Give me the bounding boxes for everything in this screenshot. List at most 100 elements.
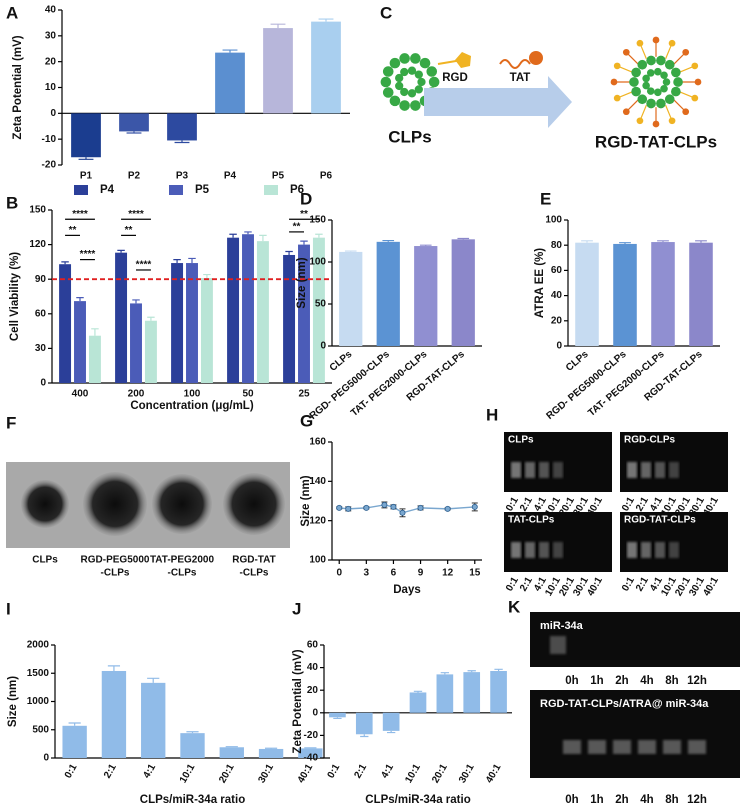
error-bar xyxy=(203,273,211,279)
bar xyxy=(115,252,128,383)
time-label: 1h xyxy=(590,794,603,806)
y-axis-label: Cell Viability (%) xyxy=(9,252,21,341)
bar xyxy=(329,712,346,718)
time-label: 0h xyxy=(565,794,578,806)
y-tick-label: 80 xyxy=(551,240,563,251)
ligand-head xyxy=(610,78,618,86)
time-label: 0h xyxy=(565,675,578,687)
y-tick-label: -40 xyxy=(304,753,319,764)
lane-label: 40:1 xyxy=(701,575,721,598)
y-axis-label: Size (nm) xyxy=(296,257,308,308)
time-label: 1h xyxy=(590,675,603,687)
bar xyxy=(171,263,184,383)
gel-band xyxy=(553,462,563,478)
error-bar xyxy=(333,717,342,720)
y-tick-label: 40 xyxy=(45,5,57,16)
x-tick-label: P6 xyxy=(320,171,333,182)
lane-label: 2:1 xyxy=(634,495,651,513)
gel-band xyxy=(511,542,521,558)
error-bar xyxy=(244,231,252,235)
lipid-inner xyxy=(414,85,423,94)
x-tick-label: 400 xyxy=(72,389,89,400)
panel-letter: I xyxy=(6,599,11,618)
lipid-outer xyxy=(426,66,438,77)
bar xyxy=(180,733,205,758)
bar xyxy=(227,237,240,383)
gel-band xyxy=(553,542,563,558)
gel-label: TAT-CLPs xyxy=(508,515,555,526)
y-tick-label: 20 xyxy=(307,685,319,696)
gel-band xyxy=(669,462,679,478)
gel-band xyxy=(627,542,637,558)
ligand-head xyxy=(668,117,676,125)
lipid-inner xyxy=(400,87,409,97)
lipid-inner xyxy=(407,66,417,75)
bar xyxy=(382,712,400,731)
legend-label: P5 xyxy=(195,184,210,196)
bar xyxy=(88,335,101,383)
ligand-head xyxy=(691,62,699,70)
lipid-outer xyxy=(419,57,431,69)
legend-swatch xyxy=(169,185,183,195)
lipid-outer xyxy=(671,86,681,97)
rgd-head xyxy=(455,52,471,68)
panel-letter: D xyxy=(300,189,312,208)
error-bar xyxy=(174,140,190,144)
error-bar xyxy=(225,746,238,748)
nanoparticle xyxy=(152,474,212,534)
error-bar xyxy=(285,250,293,255)
bar xyxy=(490,670,507,713)
lipid-outer xyxy=(380,76,392,88)
image-label: -CLPs xyxy=(168,568,197,579)
time-label: 2h xyxy=(615,675,628,687)
x-axis-label: CLPs/miR-34a ratio xyxy=(365,794,470,806)
lane-label: 2:1 xyxy=(518,575,535,593)
lane-label: 0:1 xyxy=(620,575,637,593)
y-tick-label: 120 xyxy=(309,515,326,526)
panel-letter: C xyxy=(380,3,392,22)
label: CLPs xyxy=(388,127,431,146)
gel-band xyxy=(627,462,637,478)
error-bar xyxy=(382,239,395,242)
gel-label: miR-34a xyxy=(540,620,584,632)
gel-band xyxy=(588,740,606,754)
y-tick-label: 20 xyxy=(551,315,563,326)
error-bar xyxy=(78,157,94,160)
lipid-inner xyxy=(660,71,668,80)
bar xyxy=(258,748,284,758)
lipid-outer xyxy=(656,55,666,66)
bar xyxy=(312,237,325,383)
bar xyxy=(101,670,127,758)
bar xyxy=(355,712,373,735)
y-tick-label: 10 xyxy=(45,82,57,93)
x-axis-label: Days xyxy=(393,584,421,596)
x-tick-label: CLPs xyxy=(328,349,355,374)
x-tick-label: 200 xyxy=(128,389,145,400)
ligand-head xyxy=(613,62,621,70)
lipid-inner xyxy=(646,69,655,77)
x-tick-label: 6 xyxy=(391,568,397,579)
significance-label: ** xyxy=(293,222,301,233)
lipid-outer xyxy=(389,95,401,107)
bar xyxy=(141,682,166,758)
time-label: 8h xyxy=(665,794,678,806)
error-bar xyxy=(222,49,238,53)
lipid-inner xyxy=(642,74,650,83)
error-bar xyxy=(91,328,99,336)
bar xyxy=(167,113,197,141)
bar xyxy=(59,264,72,383)
lipid-outer xyxy=(646,55,656,66)
lipid-outer xyxy=(671,67,681,78)
y-tick-label: 0 xyxy=(556,341,562,352)
image-label: TAT-PEG2000 xyxy=(150,555,215,566)
x-tick-label: 12 xyxy=(442,568,454,579)
error-bar xyxy=(147,316,155,321)
bar xyxy=(339,251,363,346)
lipid-inner xyxy=(407,89,417,98)
ligand-head xyxy=(636,117,644,125)
y-tick-label: 60 xyxy=(551,265,563,276)
lipid-outer xyxy=(428,76,440,88)
x-tick-label: 40:1 xyxy=(484,762,504,785)
error-bar xyxy=(259,234,267,242)
